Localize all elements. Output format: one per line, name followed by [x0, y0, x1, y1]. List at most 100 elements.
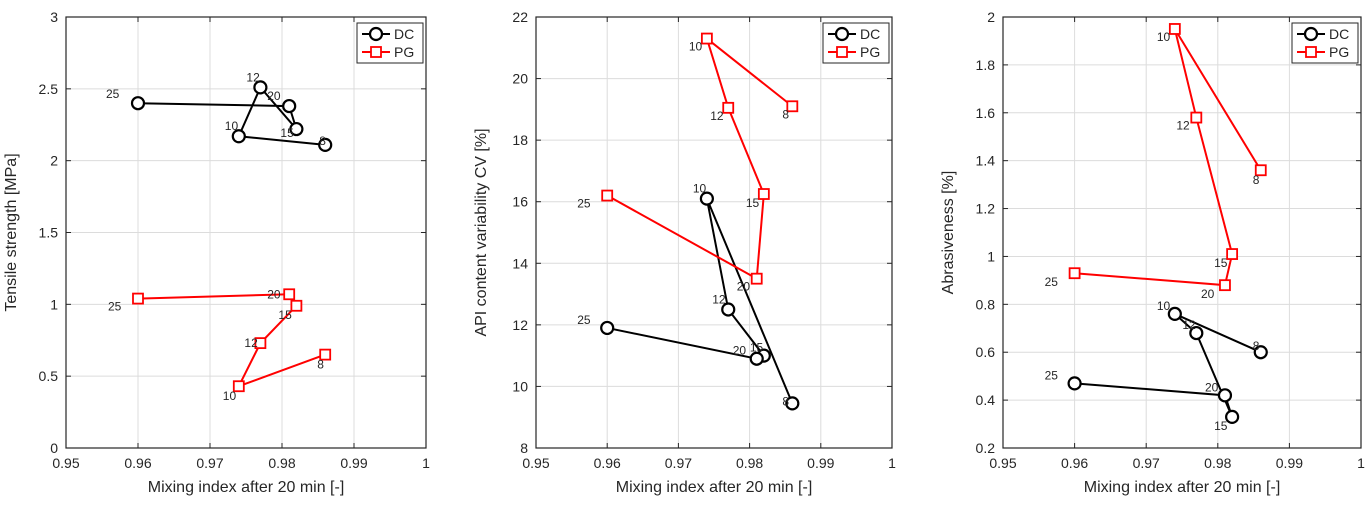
legend-label: PG [860, 44, 880, 60]
x-tick-label: 0.99 [340, 455, 367, 471]
y-tick-label: 0.5 [39, 368, 59, 384]
data-label: 8 [319, 134, 326, 148]
data-label: 25 [108, 300, 122, 314]
data-point [1168, 23, 1181, 35]
data-point [130, 96, 146, 111]
y-tick-label: 1.5 [39, 225, 59, 241]
y-tick-label: 1 [987, 248, 995, 264]
data-point [254, 337, 267, 350]
series-pg: 8 10 12 15 20 25 [108, 287, 332, 403]
x-axis-label: Mixing index after 20 min [-] [1084, 479, 1281, 496]
legend-label: DC [394, 26, 414, 42]
data-label: 20 [733, 344, 747, 358]
data-point [319, 348, 332, 361]
legend-label: PG [394, 44, 414, 60]
series-line-pg [137, 293, 326, 389]
x-tick-label: 1 [422, 455, 430, 471]
data-point [290, 299, 303, 312]
data-label: 20 [1201, 287, 1215, 301]
data-label: 10 [693, 182, 707, 196]
series-line-pg [1074, 28, 1262, 287]
data-label: 15 [280, 126, 294, 140]
legend-label: DC [860, 26, 880, 42]
x-tick-label: 0.99 [1276, 455, 1303, 471]
data-label: 8 [317, 358, 324, 372]
data-label: 10 [223, 389, 237, 403]
legend: DC PG [1291, 22, 1359, 64]
data-point [722, 101, 735, 114]
x-tick-label: 0.96 [594, 455, 621, 471]
y-tick-label: 16 [512, 194, 528, 210]
data-point [721, 302, 736, 317]
data-point [1219, 279, 1231, 292]
legend-marker [834, 26, 850, 42]
series-line-pg [606, 35, 793, 281]
y-tick-label: 1.2 [976, 201, 996, 217]
legend-box [356, 22, 424, 64]
data-label: 12 [710, 109, 724, 123]
data-label: 12 [712, 292, 726, 306]
legend-marker [368, 26, 384, 42]
y-tick-label: 8 [520, 440, 528, 456]
data-label: 12 [246, 70, 260, 84]
x-tick-label: 0.98 [736, 455, 763, 471]
y-tick-label: 0 [50, 440, 58, 456]
x-tick-label: 0.97 [665, 455, 692, 471]
data-label: 25 [577, 197, 591, 211]
legend: DC PG [356, 22, 424, 64]
data-label: 8 [1253, 339, 1260, 353]
legend-marker [1303, 26, 1319, 42]
legend-label: PG [1329, 44, 1349, 60]
data-point [749, 351, 764, 366]
data-label: 12 [1176, 119, 1190, 133]
data-point [231, 129, 246, 144]
data-label: 25 [106, 87, 120, 101]
y-tick-label: 2 [50, 153, 58, 169]
y-tick-label: 0.4 [976, 392, 996, 408]
data-label: 10 [225, 119, 239, 133]
data-point [253, 80, 268, 95]
legend-box [822, 22, 890, 64]
x-axis-label: Mixing index after 20 min [-] [148, 479, 345, 496]
data-point [1068, 267, 1081, 280]
data-label: 20 [1205, 380, 1219, 394]
y-tick-label: 22 [512, 9, 528, 25]
data-label: 15 [278, 308, 292, 322]
legend-box [1291, 22, 1359, 64]
data-label: 20 [267, 287, 281, 301]
y-tick-label: 0.8 [976, 296, 996, 312]
data-label: 15 [1214, 419, 1228, 433]
data-point [786, 100, 799, 113]
data-point [750, 272, 763, 285]
x-axis-label: Mixing index after 20 min [-] [616, 479, 813, 496]
data-label: 20 [737, 280, 751, 294]
plot-frame [1002, 16, 1362, 449]
data-label: 12 [244, 336, 258, 350]
y-tick-label: 1.6 [976, 105, 996, 121]
data-point [699, 191, 714, 206]
chart-panel-1: 0.95 0.96 0.97 0.98 0.99 100.511.522.53Mixing… [3, 9, 430, 496]
legend-marker [836, 46, 848, 58]
x-tick-label: 1 [1357, 455, 1365, 471]
legend-marker [370, 46, 382, 58]
data-label: 8 [782, 394, 789, 408]
series-pg: 8 10 12 15 20 25 [1045, 23, 1267, 301]
series-line-dc [137, 85, 326, 146]
data-point [318, 137, 333, 152]
y-tick-label: 0.6 [976, 344, 996, 360]
series-line-dc [606, 198, 794, 404]
x-tick-label: 0.99 [807, 455, 834, 471]
series-line-dc [1074, 312, 1262, 418]
y-tick-label: 20 [512, 71, 528, 87]
y-tick-label: 2 [987, 9, 995, 25]
data-point [1190, 111, 1203, 124]
data-label: 10 [1157, 30, 1171, 44]
legend-label: DC [1329, 26, 1349, 42]
x-tick-label: 0.98 [268, 455, 295, 471]
data-point [757, 188, 770, 200]
x-tick-label: 0.96 [1061, 455, 1088, 471]
